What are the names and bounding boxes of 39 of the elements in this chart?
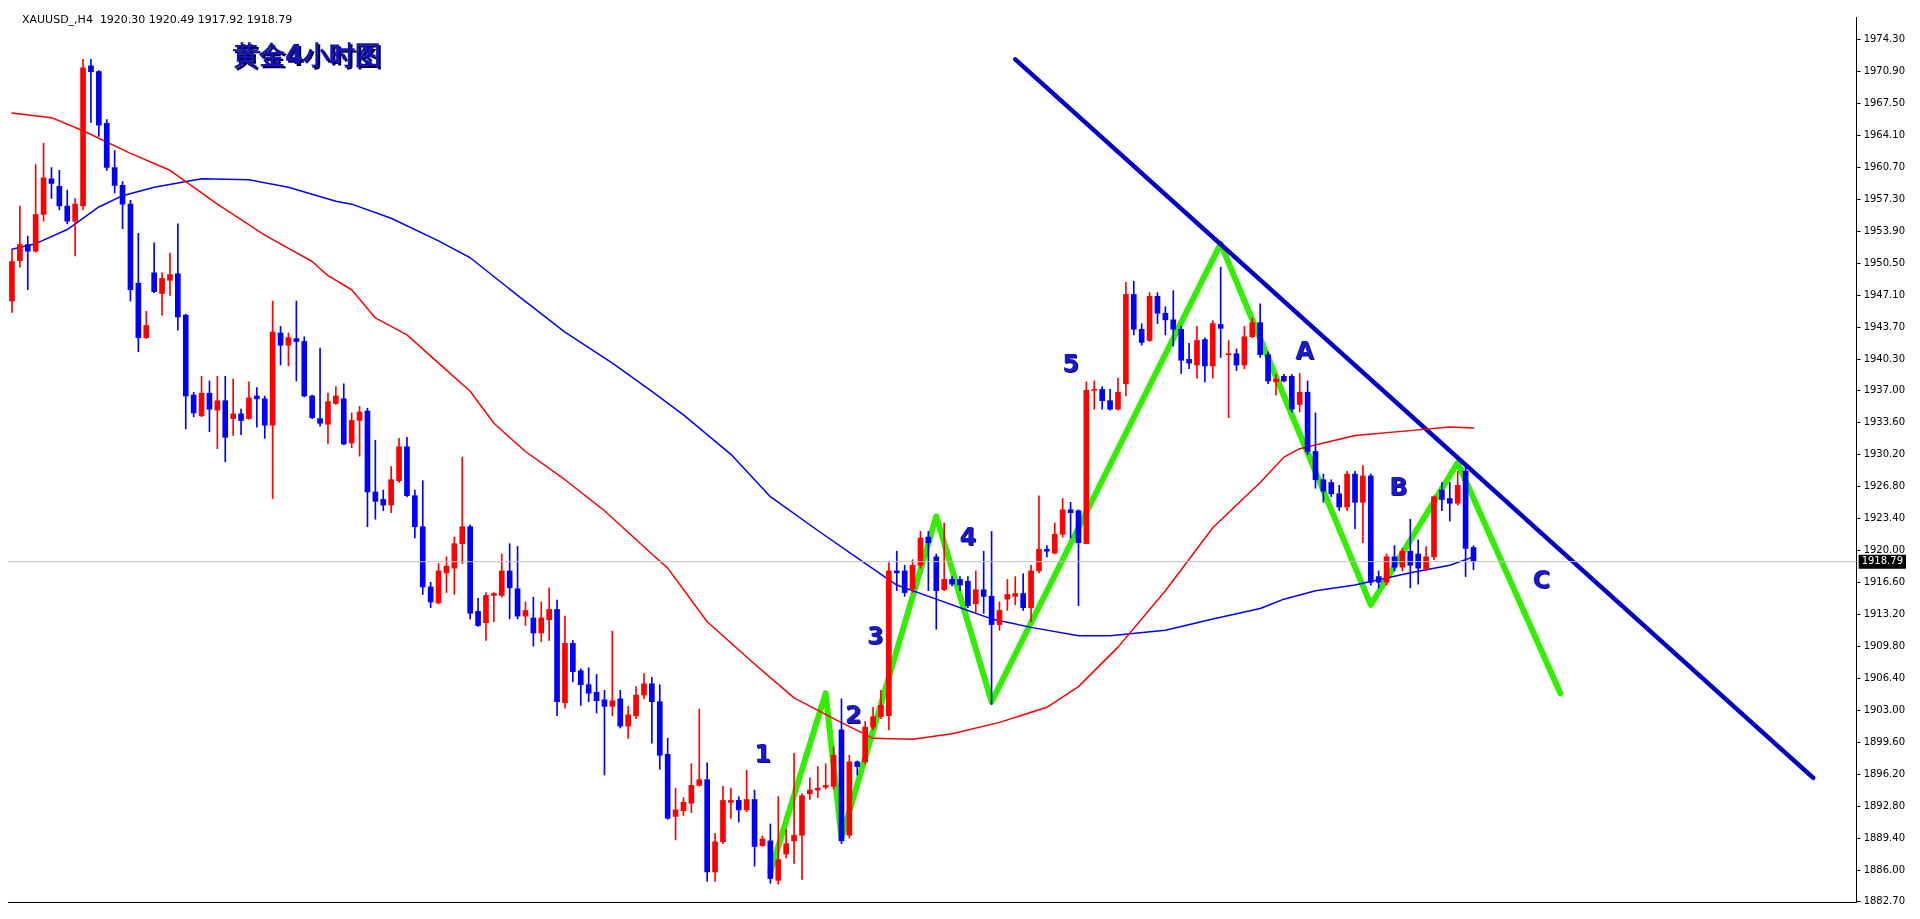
y-tick-label: 1920.00 [1863,543,1906,555]
y-tick-label: 1916.60 [1863,575,1906,587]
y-tick-label: 1923.40 [1863,511,1906,523]
y-tick-label: 1953.90 [1863,225,1906,237]
y-tick-label: 1950.50 [1863,257,1906,268]
annotation: C [1532,565,1551,594]
y-tick-label: 1909.80 [1863,639,1906,651]
annotation: B [1389,473,1408,502]
y-tick-label: 1889.40 [1863,831,1906,843]
y-tick-label: 1970.90 [1863,65,1906,77]
y-tick-label: 1940.30 [1863,352,1906,364]
y-tick-label: 1926.80 [1863,479,1906,491]
y-tick-label: 1947.10 [1863,288,1906,300]
text: 黄金4小时图 [234,41,384,72]
y-tick-label: 1892.80 [1863,799,1906,811]
annotation: 1 [754,739,771,768]
y-tick-label: 1903.00 [1863,703,1906,715]
annotation: 4 [959,523,977,552]
annotation: 3 [867,621,884,650]
chart-subtitle: XAUUSD_,H4 1920.30 1920.49 1917.92 1918.79 [22,12,293,26]
y-tick-label: 1974.30 [1863,33,1906,45]
y-tick-label: 1967.50 [1863,97,1906,109]
y-tick-label: 1943.70 [1863,320,1906,332]
ref-line-label: 1918.79 [1861,555,1904,567]
y-tick-label: 1937.00 [1863,383,1906,395]
y-tick-label: 1960.70 [1863,161,1906,173]
annotation: A [1295,336,1315,365]
y-tick-label: 1886.00 [1863,863,1906,875]
y-tick-label: 1957.30 [1863,193,1906,205]
y-tick-label: 1906.40 [1863,671,1906,683]
annotation: 5 [1062,350,1079,379]
y-tick-label: 1913.20 [1863,607,1906,619]
y-tick-label: 1964.10 [1863,129,1906,141]
y-tick-label: 1899.60 [1863,735,1906,747]
y-tick-label: 1930.20 [1863,447,1906,459]
y-tick-label: 1882.70 [1863,894,1906,906]
y-tick-label: 1896.20 [1863,767,1906,779]
annotation: 2 [844,700,862,729]
y-tick-label: 1933.60 [1863,415,1906,427]
